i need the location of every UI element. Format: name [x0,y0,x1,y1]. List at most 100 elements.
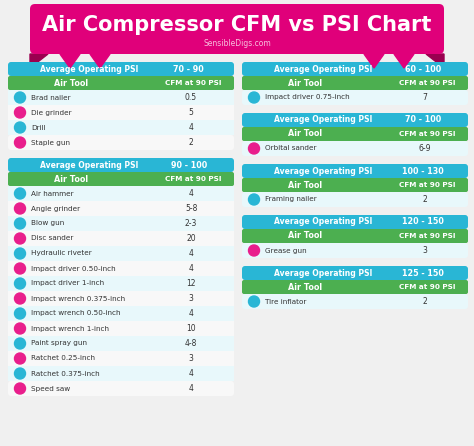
FancyBboxPatch shape [242,141,468,156]
Text: Ratchet 0.375-inch: Ratchet 0.375-inch [31,371,100,376]
FancyBboxPatch shape [8,76,234,90]
Text: 4: 4 [189,384,193,393]
Bar [8,231,234,246]
FancyBboxPatch shape [242,62,468,76]
Polygon shape [90,54,110,68]
Bar [8,366,234,381]
Bar [8,276,234,291]
FancyBboxPatch shape [242,113,468,127]
Text: Impact driver 0.75-inch: Impact driver 0.75-inch [265,95,350,100]
Polygon shape [378,230,387,242]
Text: Air Tool: Air Tool [288,282,322,292]
FancyBboxPatch shape [242,243,468,258]
Bar [8,306,234,321]
Bar [8,246,234,261]
Text: 70 - 100: 70 - 100 [405,116,441,124]
Text: 70 - 90: 70 - 90 [173,65,204,74]
Text: CFM at 90 PSI: CFM at 90 PSI [164,80,221,86]
Text: 5: 5 [189,108,193,117]
Bar [8,261,234,276]
Bar [8,105,234,120]
Text: CFM at 90 PSI: CFM at 90 PSI [164,176,221,182]
Text: Framing nailer: Framing nailer [265,197,317,202]
Text: 4: 4 [189,189,193,198]
Circle shape [15,248,26,259]
Text: CFM at 90 PSI: CFM at 90 PSI [399,233,455,239]
Circle shape [15,188,26,199]
Text: 20: 20 [186,234,196,243]
Text: Average Operating PSI: Average Operating PSI [274,166,373,175]
Text: 3: 3 [189,354,193,363]
Text: Average Operating PSI: Average Operating PSI [274,268,373,277]
Polygon shape [378,179,387,191]
Text: Impact wrench 0.50-inch: Impact wrench 0.50-inch [31,310,120,317]
Text: 3: 3 [423,246,428,255]
Text: 4-8: 4-8 [185,339,197,348]
Bar [8,186,234,201]
Text: Speed saw: Speed saw [31,385,70,392]
Text: Blow gun: Blow gun [31,220,64,227]
Text: 5-8: 5-8 [185,204,197,213]
Circle shape [15,293,26,304]
Text: Ratchet 0.25-inch: Ratchet 0.25-inch [31,355,95,362]
Text: Air Tool: Air Tool [288,129,322,139]
Text: 2-3: 2-3 [185,219,197,228]
Text: 10: 10 [186,324,196,333]
FancyBboxPatch shape [242,90,468,105]
Text: 120 - 150: 120 - 150 [402,218,444,227]
Text: Air hammer: Air hammer [31,190,73,197]
Text: 2: 2 [423,297,428,306]
Text: Average Operating PSI: Average Operating PSI [274,65,373,74]
FancyBboxPatch shape [242,164,468,178]
Circle shape [248,194,259,205]
Polygon shape [394,54,414,68]
Text: Staple gun: Staple gun [31,140,70,145]
Polygon shape [144,77,153,89]
Text: SensibleDigs.com: SensibleDigs.com [203,40,271,49]
Text: Air Tool: Air Tool [288,78,322,87]
Polygon shape [364,54,384,68]
Bar [8,90,234,105]
Circle shape [15,218,26,229]
Text: 2: 2 [423,195,428,204]
Polygon shape [30,54,48,68]
Text: Angle grinder: Angle grinder [31,206,80,211]
Bar [8,216,234,231]
Circle shape [15,308,26,319]
FancyBboxPatch shape [242,215,468,229]
Circle shape [15,107,26,118]
Circle shape [15,203,26,214]
Circle shape [15,92,26,103]
Text: Paint spray gun: Paint spray gun [31,340,87,347]
Text: Tire inflator: Tire inflator [265,298,306,305]
Text: Orbital sander: Orbital sander [265,145,317,152]
Text: 0.5: 0.5 [185,93,197,102]
FancyBboxPatch shape [8,135,234,150]
Text: 125 - 150: 125 - 150 [402,268,444,277]
Polygon shape [426,54,444,68]
Text: Impact wrench 1-inch: Impact wrench 1-inch [31,326,109,331]
Text: Air Tool: Air Tool [288,181,322,190]
Text: Brad nailer: Brad nailer [31,95,71,100]
Circle shape [248,92,259,103]
Polygon shape [144,173,153,185]
Bar [8,321,234,336]
Text: 7: 7 [423,93,428,102]
Text: 4: 4 [189,309,193,318]
Text: Hydraulic riveter: Hydraulic riveter [31,251,92,256]
Bar [8,201,234,216]
Text: Air Tool: Air Tool [54,174,88,183]
Circle shape [15,353,26,364]
Text: Impact driver 0.50-inch: Impact driver 0.50-inch [31,265,116,272]
Text: 4: 4 [189,123,193,132]
Polygon shape [378,77,387,89]
Text: 90 - 100: 90 - 100 [171,161,207,169]
Text: 60 - 100: 60 - 100 [405,65,441,74]
Circle shape [15,233,26,244]
Text: 12: 12 [186,279,196,288]
Text: CFM at 90 PSI: CFM at 90 PSI [399,182,455,188]
Circle shape [248,296,259,307]
FancyBboxPatch shape [8,158,234,172]
Circle shape [15,122,26,133]
Circle shape [248,143,259,154]
